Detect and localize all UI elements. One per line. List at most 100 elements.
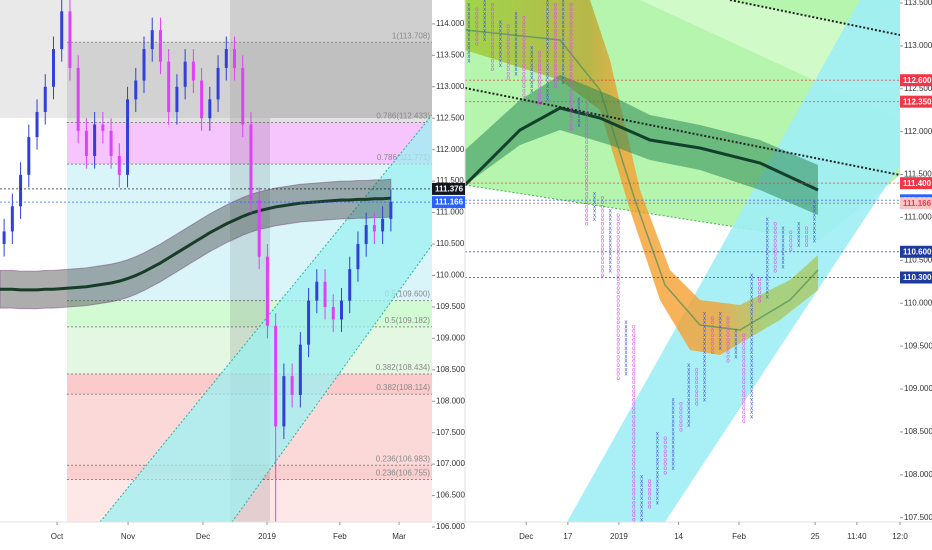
- pf-box: x: [656, 440, 659, 446]
- pf-box: x: [624, 359, 627, 365]
- pf-box: o: [616, 269, 620, 275]
- pf-box: x: [640, 496, 643, 502]
- pf-box: o: [475, 37, 479, 43]
- pf-box: x: [703, 316, 706, 322]
- pf-box: x: [640, 513, 643, 519]
- pf-box: x: [499, 63, 502, 69]
- pf-box: o: [491, 54, 495, 60]
- fib-label: 0.382(108.434): [376, 363, 431, 372]
- pf-box: o: [585, 191, 589, 197]
- x-tick-label: 2019: [258, 532, 276, 541]
- pf-box: x: [813, 209, 816, 215]
- pf-box: x: [577, 106, 580, 112]
- candle-body: [356, 244, 360, 270]
- pf-box: o: [522, 71, 526, 77]
- pf-box: x: [687, 419, 690, 425]
- candle-body: [158, 30, 162, 62]
- pf-box: x: [797, 243, 800, 249]
- pf-box: o: [522, 50, 526, 56]
- pf-box: x: [750, 329, 753, 335]
- pf-box: x: [530, 80, 533, 86]
- pf-box: x: [546, 89, 549, 95]
- pf-box: o: [726, 346, 730, 352]
- pf-box: x: [609, 217, 612, 223]
- pf-box: x: [624, 333, 627, 339]
- pf-box: x: [750, 384, 753, 390]
- pf-box: o: [773, 269, 777, 275]
- pf-box: x: [750, 393, 753, 399]
- pf-box: x: [766, 264, 769, 270]
- fib-label: 0.786(112.433): [376, 112, 430, 121]
- pf-box: x: [483, 33, 486, 39]
- pf-box: o: [554, 80, 558, 86]
- pf-box: x: [750, 294, 753, 300]
- pf-box: x: [515, 41, 518, 47]
- pf-box: x: [703, 312, 706, 318]
- pf-box: x: [656, 500, 659, 506]
- candle-body: [298, 344, 302, 395]
- pf-box: o: [616, 256, 620, 262]
- candle-body: [200, 80, 204, 119]
- pf-box: x: [703, 372, 706, 378]
- pf-box: o: [538, 58, 542, 64]
- pf-box: x: [750, 346, 753, 352]
- candle-body: [43, 86, 47, 112]
- pf-box: o: [789, 234, 793, 240]
- pf-box: o: [664, 466, 668, 472]
- pf-box: o: [632, 466, 636, 472]
- candle-body: [76, 67, 80, 131]
- pf-box: o: [773, 252, 777, 258]
- pf-box: x: [467, 58, 470, 64]
- pf-box: x: [687, 397, 690, 403]
- pf-box: x: [750, 273, 753, 279]
- pf-box: o: [742, 346, 746, 352]
- pf-box: x: [672, 466, 675, 472]
- pf-box: x: [546, 37, 549, 43]
- y-tick-label: 111.000: [436, 208, 464, 217]
- pf-box: x: [499, 37, 502, 43]
- pf-box: o: [507, 28, 511, 34]
- pf-box: x: [734, 329, 737, 335]
- pf-box: o: [632, 363, 636, 369]
- pf-box: o: [742, 389, 746, 395]
- pf-box: x: [467, 3, 470, 9]
- right-plot: xxxxxxxxxxxxxxoooooooooxxxxxxxxxxooooooo…: [465, 0, 900, 522]
- pf-box: o: [616, 303, 620, 309]
- candle-body: [216, 67, 220, 100]
- candle-body: [364, 225, 368, 245]
- pf-box: o: [601, 260, 605, 266]
- pf-box: o: [569, 71, 573, 77]
- pf-box: o: [711, 350, 715, 356]
- pf-box: o: [616, 230, 620, 236]
- pf-box: o: [585, 136, 589, 142]
- pf-box: o: [538, 101, 542, 107]
- y-tick-label: 106.000: [436, 522, 465, 531]
- pf-box: o: [569, 110, 573, 116]
- pf-box: x: [609, 209, 612, 215]
- candle-body: [142, 49, 146, 81]
- pf-box: x: [624, 354, 627, 360]
- pf-box: x: [530, 63, 533, 69]
- pf-box: x: [687, 363, 690, 369]
- price-tag-label: 111.166: [435, 198, 464, 207]
- pf-box: x: [624, 329, 627, 335]
- candle-body: [27, 137, 31, 175]
- pf-box: o: [475, 24, 479, 30]
- pf-box: o: [632, 475, 636, 481]
- pf-box: o: [601, 221, 605, 227]
- pf-box: x: [546, 16, 549, 22]
- pf-box: x: [624, 367, 627, 373]
- pf-box: x: [750, 372, 753, 378]
- pf-box: x: [703, 333, 706, 339]
- pf-box: o: [585, 187, 589, 193]
- pf-box: x: [546, 41, 549, 47]
- pf-box: o: [789, 239, 793, 245]
- x-tick-label: Dec: [519, 532, 533, 541]
- pf-box: x: [734, 333, 737, 339]
- pf-box: o: [664, 449, 668, 455]
- pf-box: o: [773, 260, 777, 266]
- pf-box: o: [601, 209, 605, 215]
- pf-box: o: [758, 299, 762, 305]
- pf-box: o: [616, 376, 620, 382]
- pf-box: x: [687, 393, 690, 399]
